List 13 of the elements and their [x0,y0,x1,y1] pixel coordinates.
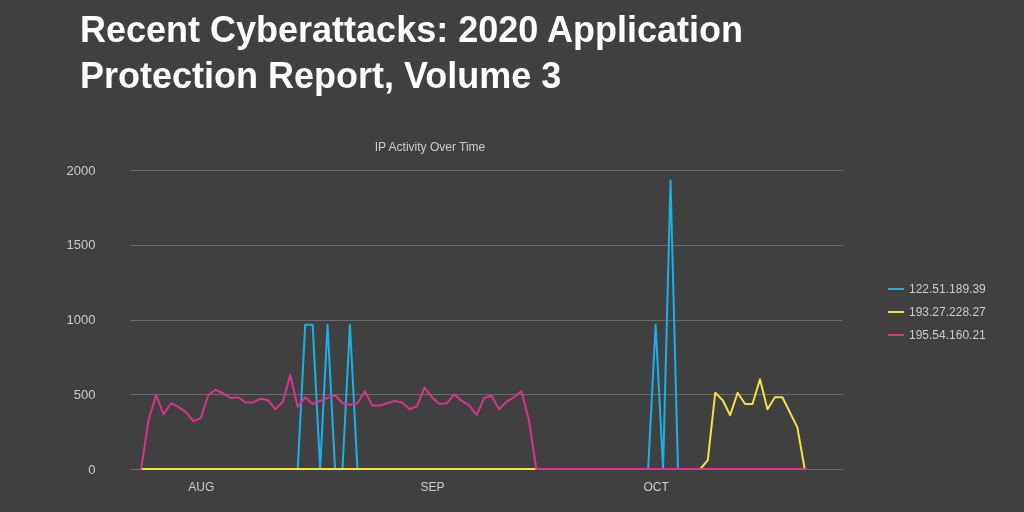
chart-subtitle: IP Activity Over Time [374,140,486,154]
y-tick-label: 0 [88,461,96,477]
y-tick-label: 1000 [66,312,96,327]
legend-label: 195.54.160.21 [909,328,987,342]
y-tick-label: 1500 [66,237,96,253]
x-tick-label: SEP [420,479,445,494]
x-tick-label: OCT [643,479,670,494]
y-tick-label: 2000 [66,162,96,178]
legend-label: 193.27.228.27 [909,305,987,319]
y-tick-label: 500 [73,386,96,402]
chart-title: Recent Cyberattacks: 2020 Application Protection Report, Volume 3 [80,9,743,96]
legend-label: 122.51.189.39 [909,282,987,296]
x-tick-label: AUG [188,479,215,494]
